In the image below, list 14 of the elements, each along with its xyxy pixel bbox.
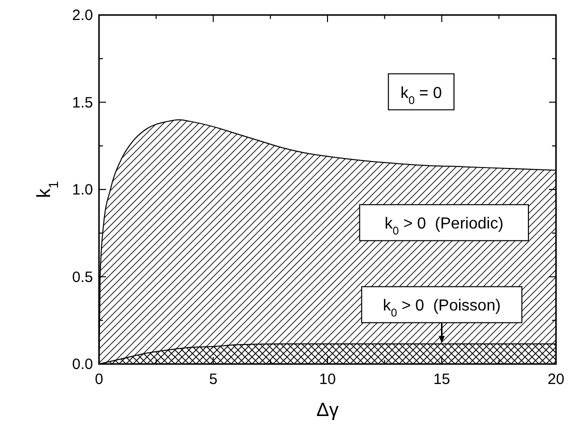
x-tick-label: 20 (548, 371, 564, 388)
y-tick-label: 0.0 (72, 356, 93, 373)
annotation: k$_{0}$ > 0 (Periodic) (384, 216, 504, 238)
y-tick-label: 1.5 (72, 94, 93, 112)
x-tick-label: 0 (94, 371, 104, 388)
x-tick-label: 15 (433, 371, 450, 388)
x-tick-label: 5 (209, 371, 218, 388)
y-tick-label: 2.0 (72, 7, 93, 24)
y-tick-label: 0.5 (72, 268, 93, 286)
annotation: k$_{0}$ > 0 (Poisson) (382, 298, 501, 320)
x-tick-label: 10 (319, 371, 336, 388)
y-tick-label: 1.0 (72, 182, 93, 198)
x-axis-title: Δγ (316, 400, 340, 421)
annotation: k$_{0}$ = 0 (400, 84, 442, 107)
